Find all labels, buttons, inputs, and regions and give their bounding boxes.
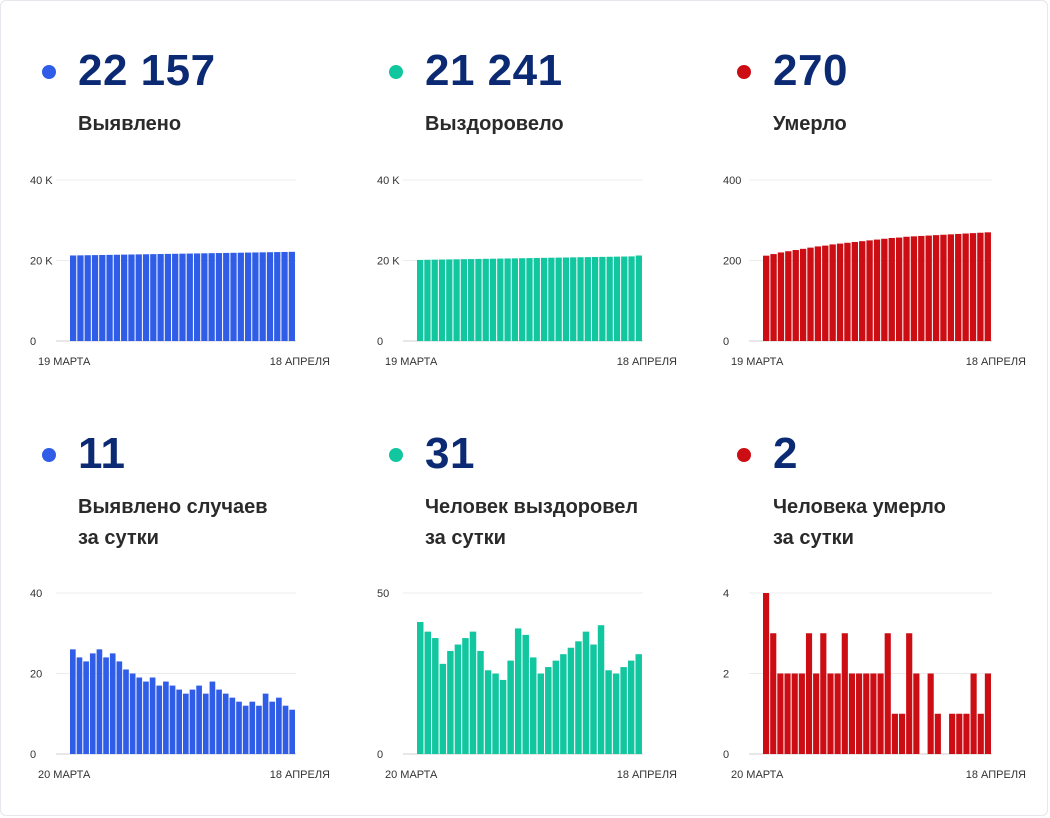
stat-value: 22 157 <box>78 46 216 95</box>
stat-label: Выявлено <box>78 109 358 140</box>
stat-label-line: Умерло <box>773 113 847 135</box>
legend-dot <box>389 448 403 462</box>
stat-label: Выявлено случаев за сутки <box>78 492 358 554</box>
stat-label-line: Человек выздоровел <box>425 496 639 518</box>
stat-label-line: за сутки <box>425 527 506 549</box>
stat-label-line: Выявлено случаев <box>78 496 268 518</box>
stat-label-line: за сутки <box>78 527 159 549</box>
stat-value: 270 <box>773 46 848 95</box>
stat-label-line: Выявлено <box>78 113 182 135</box>
stat-label: Умерло <box>773 109 1050 140</box>
panel-detected-total: 22 157 Выявлено <box>42 45 372 425</box>
stat-label: Человек выздоровел за сутки <box>425 492 705 554</box>
panel-deaths-daily: 2 Человека умерло за сутки <box>737 428 1050 808</box>
panel-recovered-total: 21 241 Выздоровело <box>389 45 719 425</box>
stat-label: Выздоровело <box>425 109 705 140</box>
stat-label: Человека умерло за сутки <box>773 492 1050 554</box>
legend-dot <box>389 65 403 79</box>
stat-label-line: Выздоровело <box>425 113 564 135</box>
legend-dot <box>737 448 751 462</box>
stat-value: 11 <box>78 429 126 478</box>
panel-recovered-daily: 31 Человек выздоровел за сутки <box>389 428 719 808</box>
panel-deaths-total: 270 Умерло <box>737 45 1050 425</box>
stat-label-line: за сутки <box>773 527 854 549</box>
stat-value: 2 <box>773 429 798 478</box>
legend-dot <box>737 65 751 79</box>
stat-label-line: Человека умерло <box>773 496 946 518</box>
stat-value: 31 <box>425 429 475 478</box>
legend-dot <box>42 448 56 462</box>
panel-detected-daily: 11 Выявлено случаев за сутки <box>42 428 372 808</box>
stat-value: 21 241 <box>425 46 563 95</box>
legend-dot <box>42 65 56 79</box>
